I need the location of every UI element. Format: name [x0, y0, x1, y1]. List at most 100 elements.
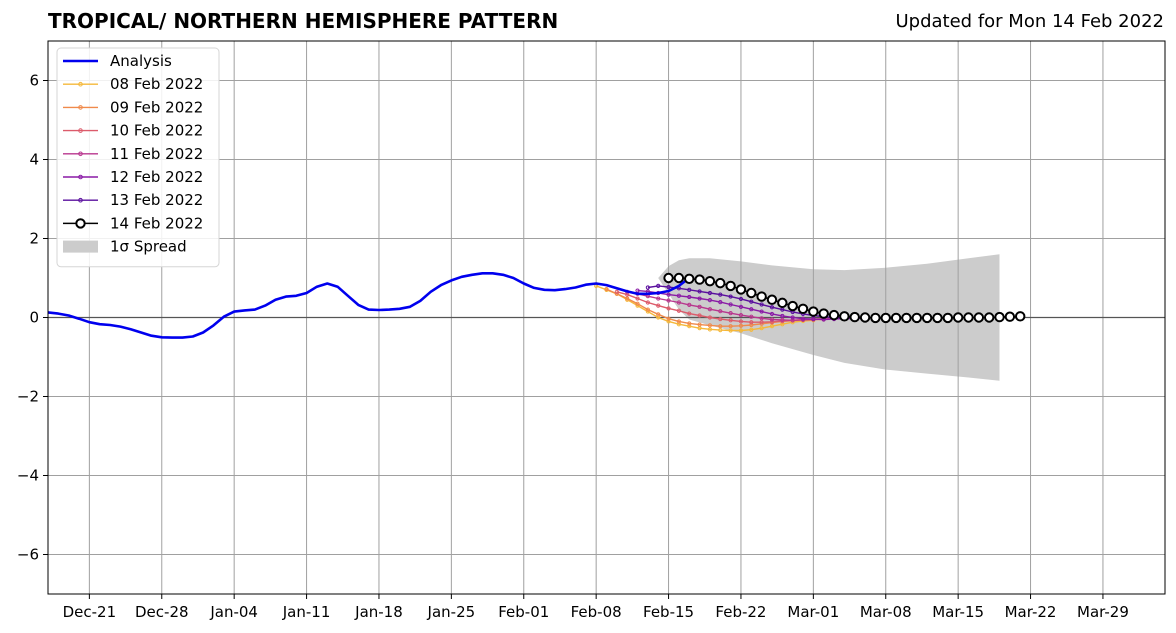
forecast-point-0 [738, 328, 744, 333]
forecast-point-2 [645, 300, 650, 305]
forecast-point-4 [687, 294, 692, 300]
latest-forecast-point [952, 312, 964, 323]
forecast-point-4 [780, 313, 785, 319]
forecast-point-0 [707, 327, 713, 332]
latest-forecast-point [973, 312, 985, 323]
latest-forecast-point [1004, 311, 1016, 322]
x-tick-label: Feb-08 [571, 603, 622, 621]
latest-forecast-point [663, 272, 674, 284]
forecast-point-4 [635, 288, 640, 293]
x-tick-label: Dec-28 [135, 603, 189, 621]
chart-title: TROPICAL/ NORTHERN HEMISPHERE PATTERN [48, 9, 559, 33]
legend-label: Analysis [110, 52, 172, 70]
forecast-point-4 [697, 296, 702, 301]
latest-forecast-point [921, 312, 933, 324]
forecast-point-3 [769, 317, 775, 322]
forecast-line-5 [647, 285, 866, 319]
y-tick-label: 4 [29, 151, 39, 169]
y-tick-label: 0 [29, 309, 39, 327]
legend-marker [78, 174, 83, 180]
forecast-point-2 [759, 320, 764, 325]
legend-marker [78, 81, 83, 87]
legend-swatch [63, 240, 98, 253]
forecast-point-3 [676, 300, 681, 305]
forecast-point-4 [728, 302, 733, 307]
forecast-point-5 [728, 294, 733, 299]
forecast-point-2 [707, 315, 713, 320]
x-tick-label: Feb-22 [715, 603, 766, 621]
forecast-point-5 [759, 302, 764, 307]
forecast-point-3 [697, 304, 702, 309]
forecast-point-4 [707, 298, 713, 303]
x-tick-label: Mar-01 [787, 603, 839, 621]
forecast-point-3 [728, 311, 733, 316]
y-tick-label: −2 [17, 388, 39, 406]
latest-forecast-point [1015, 311, 1026, 322]
forecast-point-5 [707, 290, 713, 296]
latest-forecast-point [684, 273, 695, 284]
plot-frame [47, 40, 1166, 595]
forecast-point-4 [676, 293, 681, 298]
forecast-point-2 [718, 316, 723, 322]
forecast-point-5 [666, 284, 671, 290]
forecast-point-3 [749, 314, 754, 319]
latest-forecast-point [787, 300, 798, 312]
forecast-point-4 [759, 309, 764, 314]
forecast-line-0 [595, 285, 814, 332]
latest-forecast-point [735, 284, 747, 295]
forecast-point-1 [707, 323, 713, 328]
forecast-point-5 [697, 289, 702, 294]
forecast-point-1 [728, 324, 733, 329]
legend-label: 10 Feb 2022 [110, 122, 203, 140]
latest-forecast-point [859, 312, 871, 323]
legend-marker [78, 151, 83, 157]
forecast-point-1 [645, 307, 650, 312]
latest-forecast-point [694, 274, 705, 285]
forecast-point-1 [656, 312, 661, 317]
forecast-point-1 [635, 301, 640, 306]
x-tick-label: Jan-18 [354, 603, 403, 621]
forecast-point-4 [800, 316, 806, 321]
forecast-point-2 [738, 319, 744, 324]
legend-label: 12 Feb 2022 [110, 168, 203, 186]
forecast-point-0 [749, 327, 754, 332]
forecast-point-5 [738, 296, 744, 302]
latest-forecast-point [911, 312, 922, 324]
latest-forecast-point [983, 312, 995, 323]
forecast-point-3 [687, 302, 692, 307]
legend-label: 11 Feb 2022 [110, 145, 203, 163]
forecast-point-1 [604, 286, 609, 292]
forecast-point-2 [656, 303, 661, 308]
legend-label: 13 Feb 2022 [110, 191, 203, 209]
forecast-point-5 [656, 283, 661, 288]
latest-forecast-point [704, 275, 716, 287]
y-tick-label: 2 [29, 230, 39, 248]
series-layer [47, 271, 1026, 339]
axis-layer: Dec-21 Dec-28 Jan-04 Jan-11 Jan-18 Jan-25 Feb-… [17, 40, 1166, 621]
legend-marker [78, 128, 83, 133]
chart-subtitle: Updated for Mon 14 Feb 2022 [895, 11, 1164, 32]
forecast-point-2 [769, 319, 775, 324]
latest-forecast-point [715, 277, 726, 289]
latest-forecast-point [746, 287, 757, 299]
latest-forecast-point [870, 312, 881, 324]
latest-forecast-point [901, 312, 912, 324]
latest-forecast-point [932, 312, 943, 324]
forecast-point-5 [749, 299, 754, 304]
forecast-line-3 [627, 291, 845, 322]
forecast-point-4 [718, 299, 723, 305]
legend-label: 09 Feb 2022 [110, 98, 203, 116]
y-tick-label: −6 [17, 546, 39, 564]
forecast-point-4 [769, 311, 775, 317]
forecast-point-2 [614, 289, 619, 294]
latest-forecast-point [797, 303, 809, 315]
x-tick-label: Jan-25 [427, 603, 476, 621]
latest-forecast-point [849, 311, 860, 323]
forecast-point-2 [635, 296, 640, 301]
forecast-point-1 [676, 319, 681, 324]
forecast-point-3 [780, 317, 785, 322]
latest-forecast-point [942, 312, 954, 324]
legend-marker [75, 218, 86, 229]
forecast-point-0 [759, 326, 764, 331]
forecast-point-3 [656, 296, 661, 301]
